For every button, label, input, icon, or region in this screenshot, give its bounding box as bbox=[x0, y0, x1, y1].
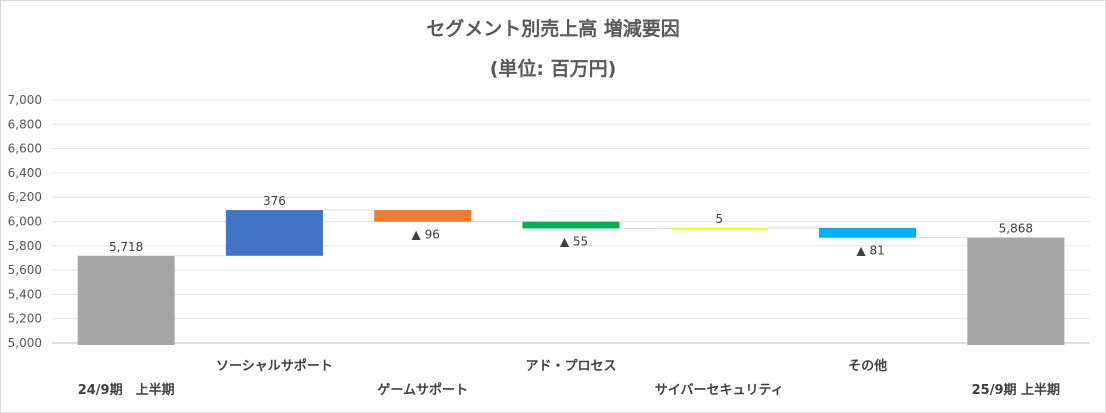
bar bbox=[374, 210, 472, 222]
data-label: 5,718 bbox=[109, 240, 143, 254]
x-category-label: アド・プロセス bbox=[525, 359, 616, 374]
chart-subtitle: (単位: 百万円) bbox=[489, 58, 617, 80]
bar bbox=[967, 237, 1065, 345]
y-tick-label: 5,200 bbox=[8, 312, 42, 326]
bar bbox=[670, 227, 768, 230]
bar bbox=[77, 255, 175, 345]
y-tick-label: 7,000 bbox=[8, 93, 42, 107]
data-label: ▲ 81 bbox=[856, 244, 884, 258]
data-label: 5,868 bbox=[999, 222, 1033, 236]
y-tick-label: 6,600 bbox=[8, 142, 42, 156]
bar bbox=[522, 221, 620, 229]
y-tick-label: 5,000 bbox=[8, 336, 42, 350]
x-category-label: ゲームサポート bbox=[377, 382, 468, 398]
y-tick-label: 5,800 bbox=[8, 239, 42, 253]
y-tick-label: 5,400 bbox=[8, 287, 42, 301]
x-category-label: ソーシャルサポート bbox=[216, 358, 333, 374]
x-category-label: 25/9期 上半期 bbox=[972, 382, 1060, 398]
data-label: ▲ 96 bbox=[412, 228, 440, 242]
bar bbox=[225, 210, 323, 256]
x-category-label: 24/9期 上半期 bbox=[78, 382, 175, 398]
y-tick-label: 5,600 bbox=[8, 263, 42, 277]
data-label: 376 bbox=[263, 194, 286, 208]
y-tick-label: 6,200 bbox=[8, 190, 42, 204]
chart-title: セグメント別売上高 増減要因 bbox=[426, 18, 680, 40]
x-category-label: サイバーセキュリティ bbox=[655, 383, 784, 398]
y-tick-label: 6,000 bbox=[8, 215, 42, 229]
bar bbox=[819, 227, 917, 238]
data-label: ▲ 55 bbox=[560, 234, 588, 248]
x-category-label: その他 bbox=[848, 358, 887, 374]
y-tick-label: 6,800 bbox=[8, 117, 42, 131]
data-label: 5 bbox=[715, 212, 723, 226]
y-tick-label: 6,400 bbox=[8, 166, 42, 180]
